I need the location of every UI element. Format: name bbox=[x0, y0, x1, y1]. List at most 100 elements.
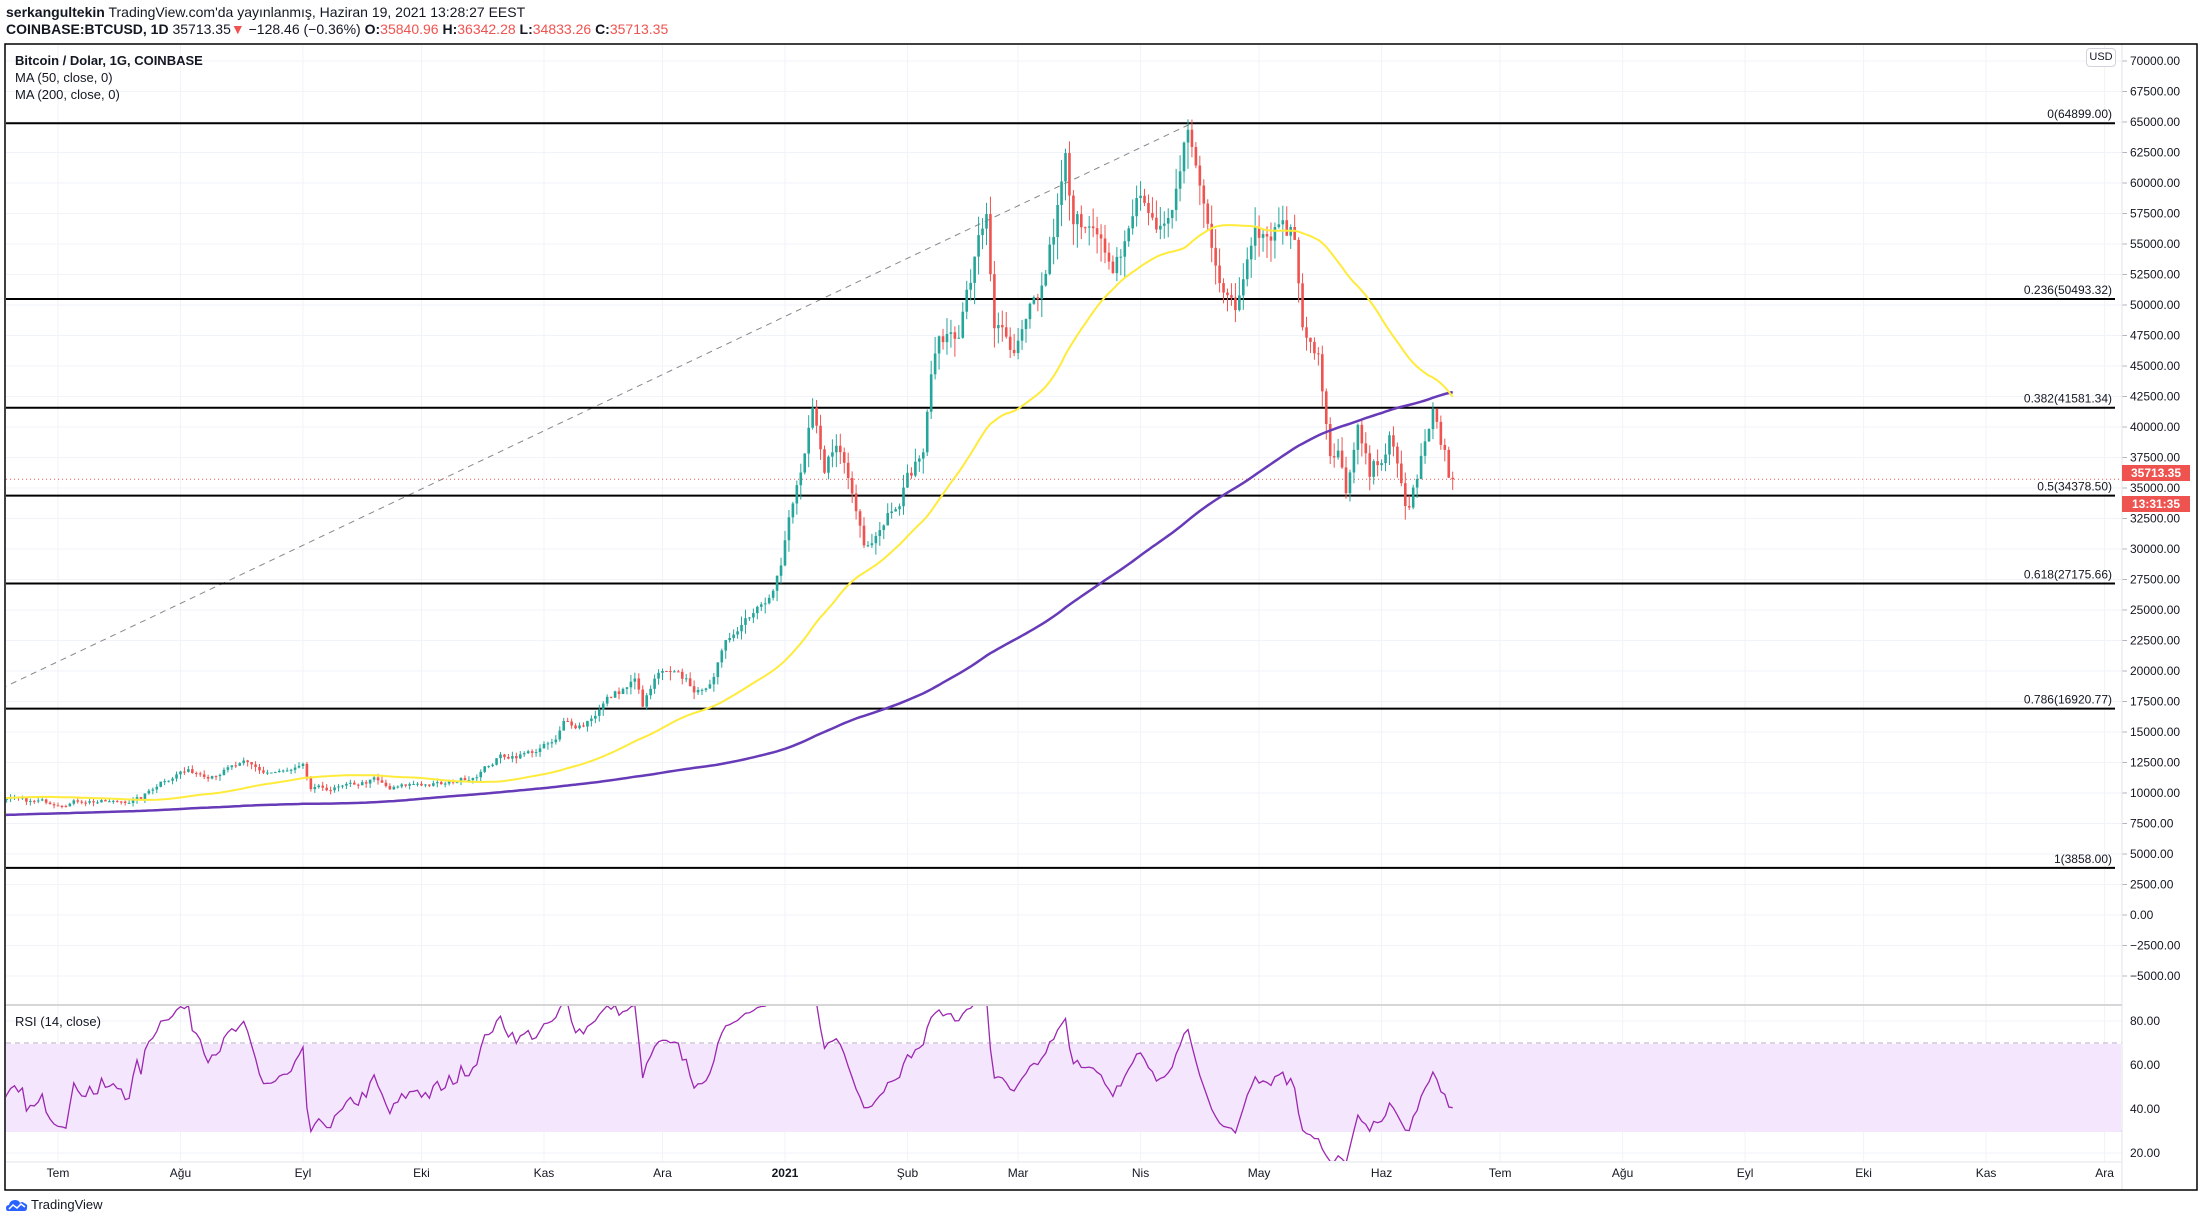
candle-up bbox=[112, 800, 115, 802]
candle-up bbox=[898, 506, 901, 510]
candle-up bbox=[313, 787, 317, 790]
candle-down bbox=[1210, 223, 1213, 248]
price-tick-label: 52500.00 bbox=[2130, 268, 2180, 282]
candle-down bbox=[115, 800, 119, 802]
price-tick-label: 47500.00 bbox=[2130, 329, 2180, 343]
candle-down bbox=[262, 770, 265, 773]
candle-up bbox=[345, 783, 348, 786]
candle-down bbox=[637, 678, 641, 690]
candle-down bbox=[1368, 453, 1372, 477]
candle-up bbox=[270, 772, 273, 774]
candle-up bbox=[143, 793, 147, 800]
candle-down bbox=[574, 725, 577, 729]
candle-up bbox=[874, 536, 878, 544]
candle-up bbox=[645, 695, 648, 707]
time-tick-label: Şub bbox=[897, 1166, 919, 1180]
candle-up bbox=[392, 786, 396, 790]
candle-down bbox=[530, 751, 534, 753]
candle-up bbox=[684, 678, 688, 680]
time-tick-label: Tem bbox=[1489, 1166, 1512, 1180]
candle-up bbox=[653, 678, 656, 689]
candle-down bbox=[1293, 226, 1296, 240]
candle-up bbox=[929, 374, 933, 412]
candle-down bbox=[1324, 391, 1328, 424]
candle-down bbox=[1297, 239, 1300, 284]
candle-up bbox=[297, 766, 301, 768]
candle-up bbox=[285, 770, 289, 772]
high-label: H: bbox=[442, 21, 458, 37]
candle-down bbox=[1257, 227, 1261, 238]
candle-up bbox=[36, 800, 40, 802]
candle-up bbox=[1064, 153, 1067, 182]
candle-up bbox=[716, 662, 720, 677]
candle-up bbox=[1411, 487, 1415, 508]
price-tick-label: 50000.00 bbox=[2130, 298, 2180, 312]
price-tick-label: 37500.00 bbox=[2130, 451, 2180, 465]
candle-down bbox=[1151, 213, 1154, 218]
candle-up bbox=[1174, 188, 1178, 210]
price-tick-label: 57500.00 bbox=[2130, 207, 2180, 221]
candle-up bbox=[621, 688, 625, 695]
candle-up bbox=[625, 687, 629, 689]
time-tick-label: Kas bbox=[534, 1166, 555, 1180]
candle-up bbox=[921, 452, 925, 459]
candle-down bbox=[1143, 195, 1146, 203]
candle-down bbox=[1198, 165, 1202, 186]
candle-up bbox=[1431, 408, 1435, 430]
candle-down bbox=[1000, 325, 1004, 328]
candle-up bbox=[127, 802, 131, 804]
candle-up bbox=[1245, 259, 1249, 280]
candle-down bbox=[1328, 423, 1332, 457]
candle-up bbox=[1020, 329, 1024, 341]
candle-down bbox=[850, 478, 854, 494]
ma50-legend[interactable]: MA (50, close, 0) bbox=[15, 70, 113, 85]
candle-up bbox=[179, 771, 182, 775]
candle-up bbox=[522, 753, 526, 755]
fib-retracement[interactable]: 0(64899.00) 0.236(50493.32) 0.382(41581.34… bbox=[0, 107, 2122, 869]
candle-down bbox=[842, 452, 846, 463]
candle-up bbox=[155, 786, 159, 790]
candle-down bbox=[1036, 297, 1040, 300]
candle-down bbox=[507, 756, 510, 759]
candle-up bbox=[435, 782, 439, 784]
candle-down bbox=[384, 782, 388, 787]
candle-up bbox=[432, 783, 435, 786]
candle-up bbox=[918, 458, 921, 462]
candle-down bbox=[1451, 477, 1455, 480]
candle-down bbox=[617, 691, 621, 695]
ma50-line bbox=[6, 224, 1454, 801]
candle-up bbox=[795, 485, 799, 504]
candle-up bbox=[1032, 297, 1036, 304]
time-tick-label: 2021 bbox=[772, 1166, 799, 1180]
currency-badge[interactable]: USD bbox=[2086, 48, 2116, 67]
candle-up bbox=[471, 778, 475, 781]
candle-down bbox=[356, 784, 360, 786]
open-value: 35840.96 bbox=[380, 21, 439, 37]
candle-up bbox=[945, 333, 949, 343]
candle-up bbox=[886, 513, 890, 526]
candle-up bbox=[925, 411, 929, 453]
price-tick-label: 12500.00 bbox=[2130, 756, 2180, 770]
candle-up bbox=[100, 800, 103, 803]
series-title[interactable]: Bitcoin / Dolar, 1G, COINBASE bbox=[15, 53, 203, 68]
ma200-legend[interactable]: MA (200, close, 0) bbox=[15, 87, 120, 102]
author-name[interactable]: serkangultekin bbox=[6, 4, 105, 20]
price-tick-label: 30000.00 bbox=[2130, 542, 2180, 556]
candle-down bbox=[1340, 450, 1344, 468]
candle-down bbox=[862, 525, 866, 546]
tradingview-logo[interactable]: TradingView bbox=[6, 1197, 103, 1212]
candle-up bbox=[277, 770, 281, 773]
candle-down bbox=[1376, 461, 1379, 466]
candle-up bbox=[1380, 463, 1383, 466]
candle-down bbox=[1305, 327, 1308, 338]
open-label: O: bbox=[364, 21, 381, 37]
candle-up bbox=[226, 767, 230, 770]
candle-up bbox=[242, 760, 245, 764]
candle-down bbox=[25, 797, 28, 802]
candle-up bbox=[72, 800, 76, 804]
candle-down bbox=[1155, 217, 1158, 230]
rsi-legend[interactable]: RSI (14, close) bbox=[15, 1014, 101, 1029]
candle-down bbox=[503, 754, 506, 757]
candle-down bbox=[404, 784, 407, 786]
